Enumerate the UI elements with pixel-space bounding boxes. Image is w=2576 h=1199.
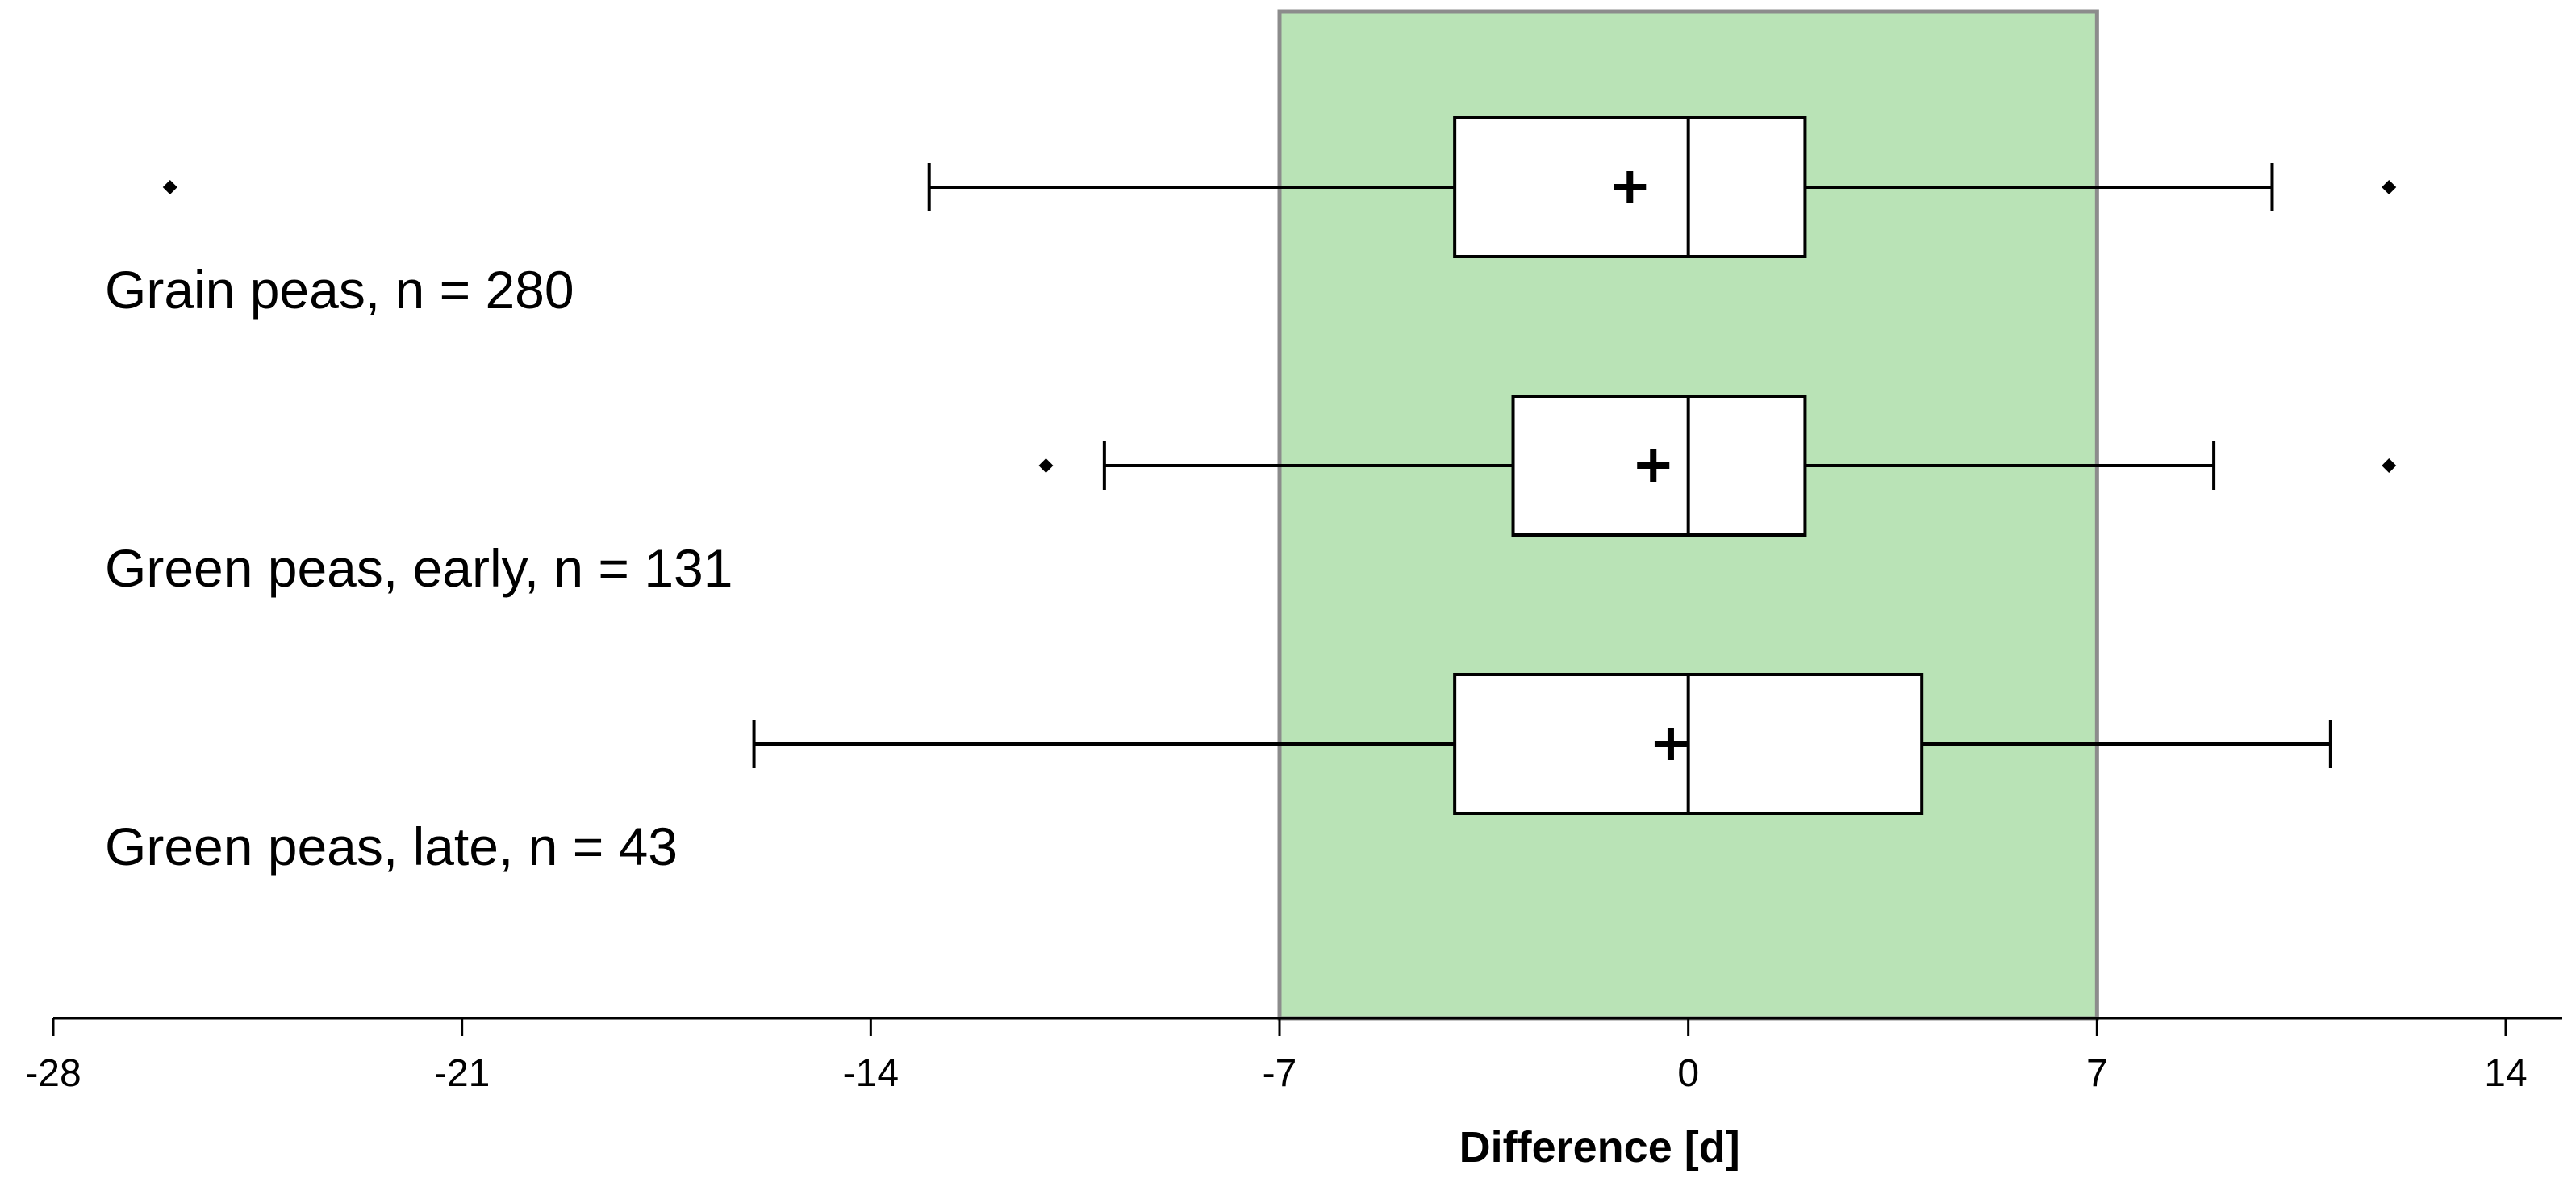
outlier-point xyxy=(162,180,177,194)
x-tick-label: -7 xyxy=(1263,1052,1297,1095)
x-tick-label: 7 xyxy=(2086,1052,2108,1095)
boxplot-group xyxy=(1038,395,2397,537)
mean-marker xyxy=(1637,449,1670,482)
boxplot-group xyxy=(162,116,2397,258)
mean-marker xyxy=(1654,728,1687,760)
x-tick-label: -21 xyxy=(434,1052,490,1095)
category-label: Grain peas, n = 280 xyxy=(105,260,574,320)
outlier-point xyxy=(2382,458,2397,473)
outlier-point xyxy=(1038,458,1054,473)
x-tick-label: 0 xyxy=(1677,1052,1699,1095)
boxplot-group xyxy=(752,673,2332,815)
x-tick-label: -14 xyxy=(843,1052,899,1095)
x-tick-label: -28 xyxy=(25,1052,81,1095)
category-label: Green peas, late, n = 43 xyxy=(105,817,678,876)
x-tick-label: 14 xyxy=(2484,1052,2527,1095)
x-axis-title: Difference [d] xyxy=(1459,1123,1740,1172)
mean-marker xyxy=(1614,171,1647,203)
outlier-point xyxy=(2382,180,2397,194)
category-label: Green peas, early, n = 131 xyxy=(105,538,733,598)
